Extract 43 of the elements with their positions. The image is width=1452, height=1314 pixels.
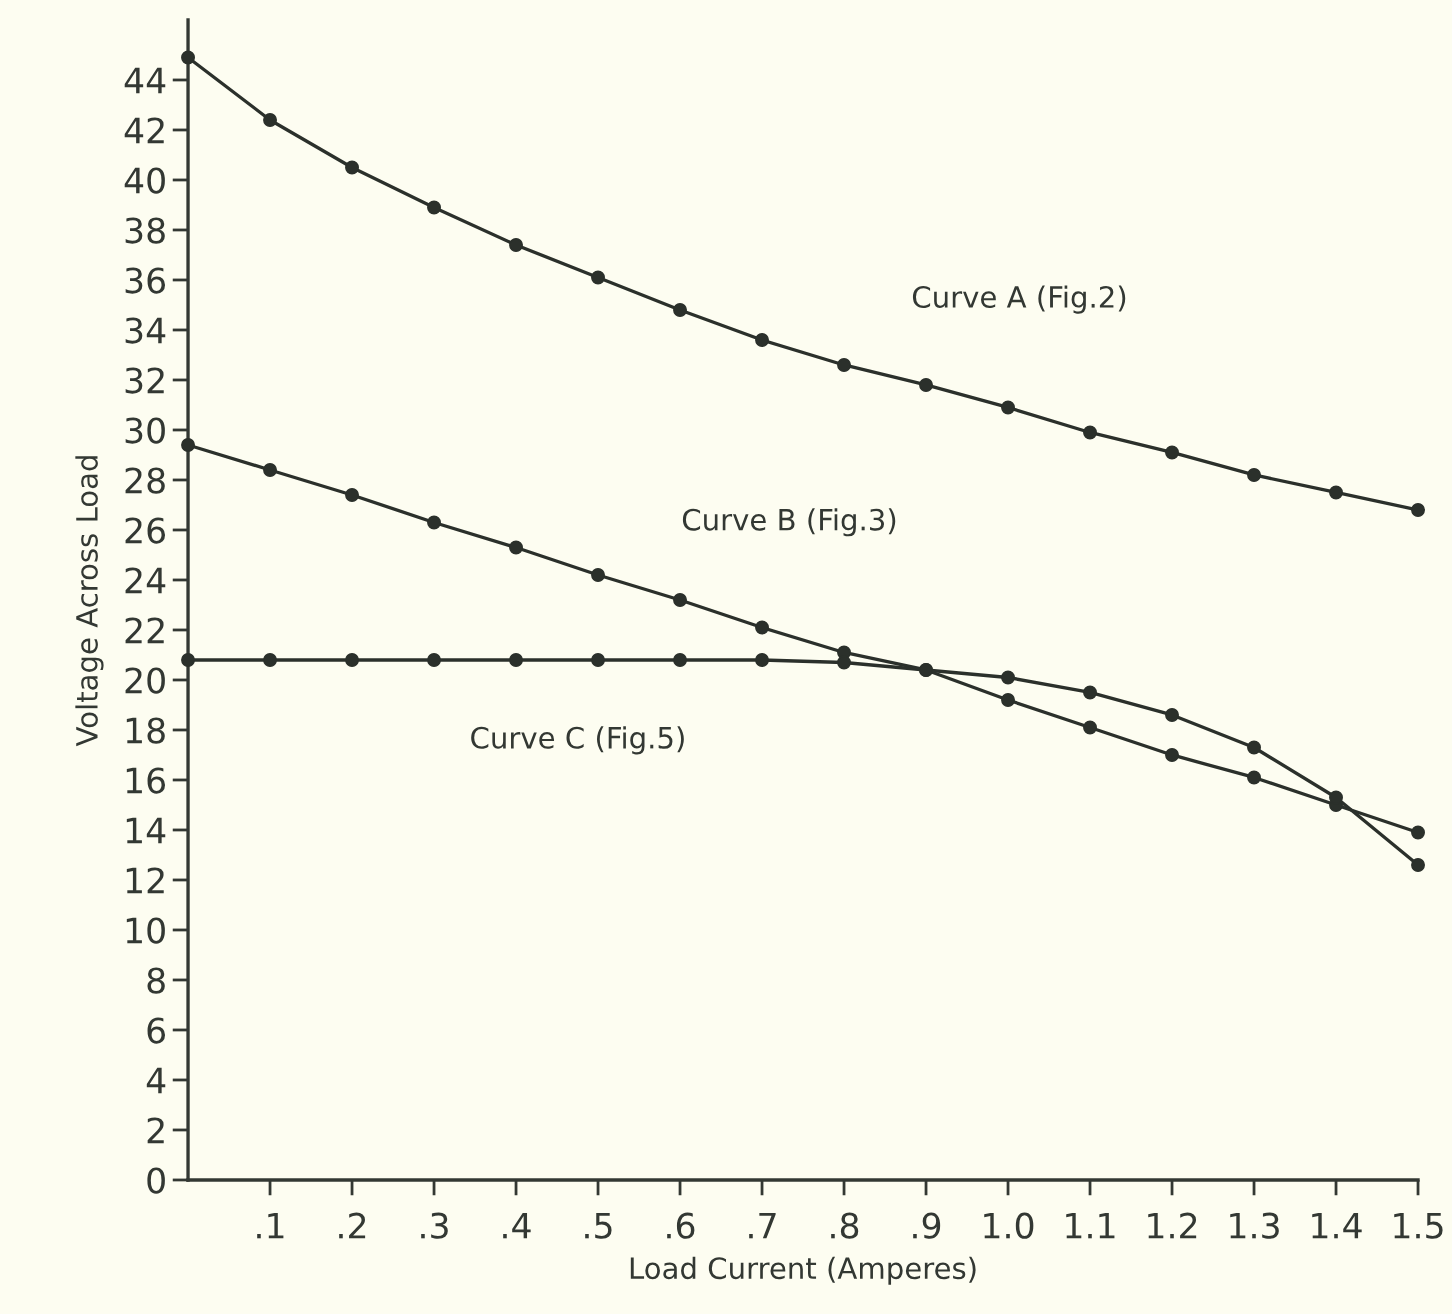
- x-tick-label: .2: [339, 1212, 366, 1239]
- x-tick-label: .7: [749, 1212, 776, 1239]
- x-tick-label: .8: [831, 1212, 859, 1239]
- x-tick-label: 1.2: [1148, 1212, 1197, 1239]
- x-tick-label: 1.5: [1394, 1212, 1443, 1239]
- x-tick-label: .4: [503, 1212, 531, 1239]
- y-tick-label: 42: [124, 117, 164, 144]
- y-tick-label: 36: [125, 267, 166, 294]
- y-tick-label: 40: [124, 167, 165, 194]
- x-tick-label: .9: [913, 1212, 941, 1239]
- y-tick-label: 30: [125, 417, 165, 444]
- y-tick-label: 14: [126, 817, 166, 844]
- x-tick-label: .6: [667, 1212, 695, 1239]
- y-tick-label: 20: [125, 667, 165, 694]
- y-tick-label: 0: [147, 1167, 165, 1194]
- y-tick-label: 2: [147, 1117, 164, 1144]
- y-tick-label: 18: [126, 717, 165, 744]
- x-tick-label: .5: [585, 1212, 612, 1239]
- x-tick-label: 1.4: [1312, 1212, 1362, 1239]
- series-label: Curve B (Fig.3): [682, 508, 896, 537]
- y-tick-label: 32: [125, 367, 164, 394]
- x-tick-label: 1.1: [1066, 1212, 1115, 1239]
- y-tick-label: 6: [147, 1017, 166, 1044]
- y-tick-label: 24: [125, 567, 166, 594]
- y-tick-label: 12: [126, 867, 164, 894]
- x-tick-label: .1: [257, 1212, 284, 1239]
- y-tick-label: 16: [126, 767, 166, 794]
- y-axis-title: Voltage Across Load: [75, 456, 104, 747]
- y-tick-label: 26: [125, 517, 166, 544]
- y-tick-label: 4: [146, 1067, 166, 1094]
- x-tick-label: 1.0: [984, 1212, 1034, 1239]
- y-tick-label: 28: [125, 467, 165, 494]
- y-tick-label: 34: [125, 317, 166, 344]
- x-axis-title: Load Current (Amperes): [630, 1256, 976, 1285]
- text: Curve A (Fig.2): [912, 285, 1126, 314]
- x-tick-label: 1.3: [1230, 1212, 1279, 1239]
- x-tick-label: .3: [421, 1212, 448, 1239]
- text: Curve C (Fig.5): [471, 726, 684, 755]
- y-tick-label: 22: [125, 617, 164, 644]
- y-tick-label: 10: [126, 917, 165, 944]
- y-tick-label: 8: [147, 967, 165, 994]
- y-tick-label: 44: [124, 67, 166, 94]
- y-tick-label: 38: [125, 217, 165, 244]
